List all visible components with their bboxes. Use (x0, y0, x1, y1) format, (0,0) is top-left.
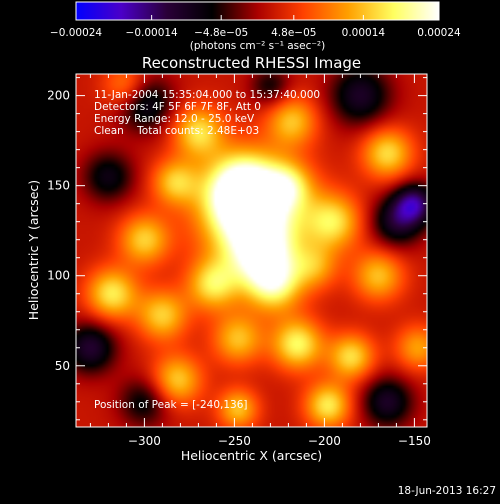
colorbar-tick-label: −0.00024 (50, 27, 103, 39)
heatmap-image (76, 74, 427, 427)
peak-position-text: Position of Peak = [-240,136] (94, 399, 248, 411)
colorbar-ticks (75, 15, 440, 20)
colorbar-tick-label: 4.8e−05 (271, 27, 316, 39)
y-tick-label: 50 (55, 359, 70, 373)
y-tick-label: 150 (47, 179, 70, 193)
clean-counts-text: Clean Total counts: 2.48E+03 (94, 125, 259, 137)
colorbar (75, 1, 440, 21)
colorbar-tick-labels: −0.00024 −0.00014 −4.8e−05 4.8e−05 0.00014 0.… (50, 27, 461, 39)
colorbar-tick-label: 0.00024 (417, 27, 461, 39)
x-axis-ticks (89, 74, 415, 427)
x-axis-label: Heliocentric X (arcsec) (181, 448, 322, 463)
y-axis-tick-labels: 50 100 150 200 (47, 89, 70, 373)
x-tick-label: −300 (128, 434, 161, 448)
colorbar-tick-label: −0.00014 (126, 27, 179, 39)
time-range-text: 11-Jan-2004 15:35:04.000 to 15:37:40.000 (94, 89, 320, 101)
x-axis-tick-labels: −300 −250 −200 −150 (128, 434, 431, 448)
y-tick-label: 100 (47, 269, 70, 283)
footer-timestamp: 18-Jun-2013 16:27 (398, 485, 496, 497)
colorbar-unit-label: (photons cm⁻² s⁻¹ asec⁻²) (190, 40, 325, 52)
y-axis-ticks (76, 77, 427, 421)
colorbar-tick-label: 0.00014 (342, 27, 386, 39)
x-tick-label: −150 (398, 434, 431, 448)
x-tick-label: −200 (308, 434, 341, 448)
chart-title: Reconstructed RHESSI Image (142, 54, 361, 72)
y-axis-label: Heliocentric Y (arcsec) (26, 180, 41, 320)
energy-range-text: Energy Range: 12.0 - 25.0 keV (94, 113, 255, 125)
y-tick-label: 200 (47, 89, 70, 103)
detectors-text: Detectors: 4F 5F 6F 7F 8F, Att 0 (94, 101, 261, 113)
plot-frame (75, 73, 428, 428)
colorbar-tick-label: −4.8e−05 (194, 27, 248, 39)
x-tick-label: −250 (218, 434, 251, 448)
